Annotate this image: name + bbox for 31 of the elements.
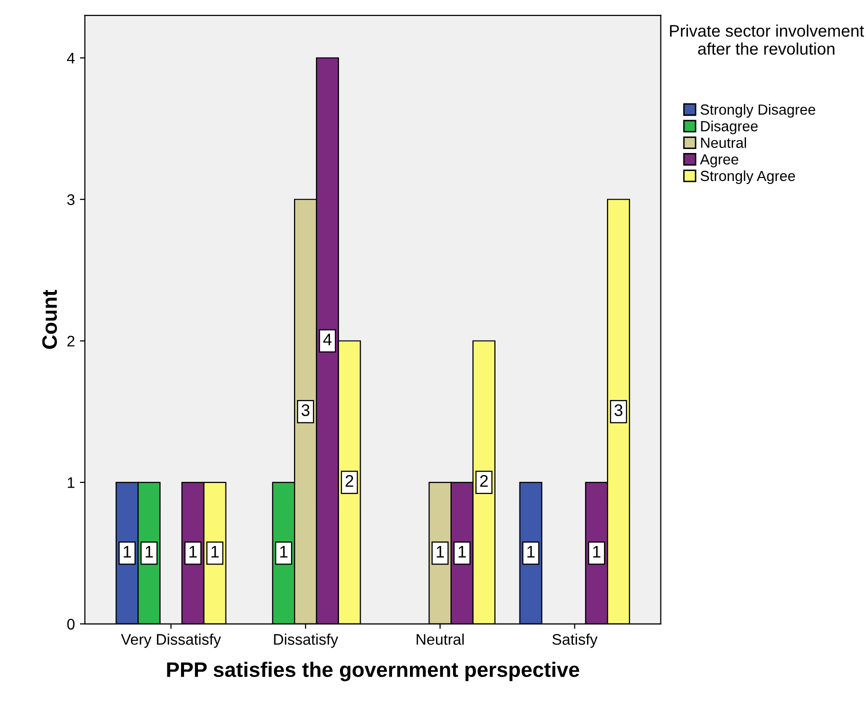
- data-label: 1: [211, 546, 219, 558]
- x-tick-label: Dissatisfy: [274, 634, 338, 648]
- x-axis-title: PPP satisfies the government perspective: [167, 662, 580, 682]
- y-tick-label: 4: [67, 52, 75, 64]
- data-label: 2: [346, 475, 354, 487]
- y-axis-title: Count: [42, 290, 57, 349]
- x-tick-label: Satisfy: [552, 634, 598, 648]
- data-label: 1: [527, 546, 535, 558]
- data-label: 1: [124, 546, 131, 558]
- data-label: 1: [436, 546, 444, 558]
- data-label: 4: [323, 334, 332, 346]
- data-label: 1: [593, 546, 600, 558]
- legend-label: Strongly Disagree: [700, 104, 816, 118]
- y-tick-label: 1: [68, 477, 74, 488]
- x-tick-label: Neutral: [416, 634, 464, 645]
- y-tick-label: 2: [67, 336, 74, 346]
- legend-label: Neutral: [701, 137, 746, 148]
- data-label: 2: [480, 475, 488, 487]
- legend-label: Disagree: [701, 120, 758, 134]
- data-label: 1: [458, 546, 466, 558]
- data-label: 1: [146, 546, 153, 558]
- legend-label: Agree: [700, 154, 738, 168]
- data-label: 1: [280, 546, 288, 558]
- data-label: 1: [190, 546, 197, 558]
- data-label: 3: [614, 404, 622, 416]
- legend-title: Private sector involvement after the revolution: [670, 24, 864, 55]
- data-label: 3: [302, 404, 310, 416]
- y-tick-label: 0: [67, 618, 75, 630]
- x-tick-label: Very Dissatisfy: [120, 634, 222, 648]
- legend-label: Strongly Agree: [700, 170, 795, 184]
- y-tick-label: 3: [67, 194, 74, 206]
